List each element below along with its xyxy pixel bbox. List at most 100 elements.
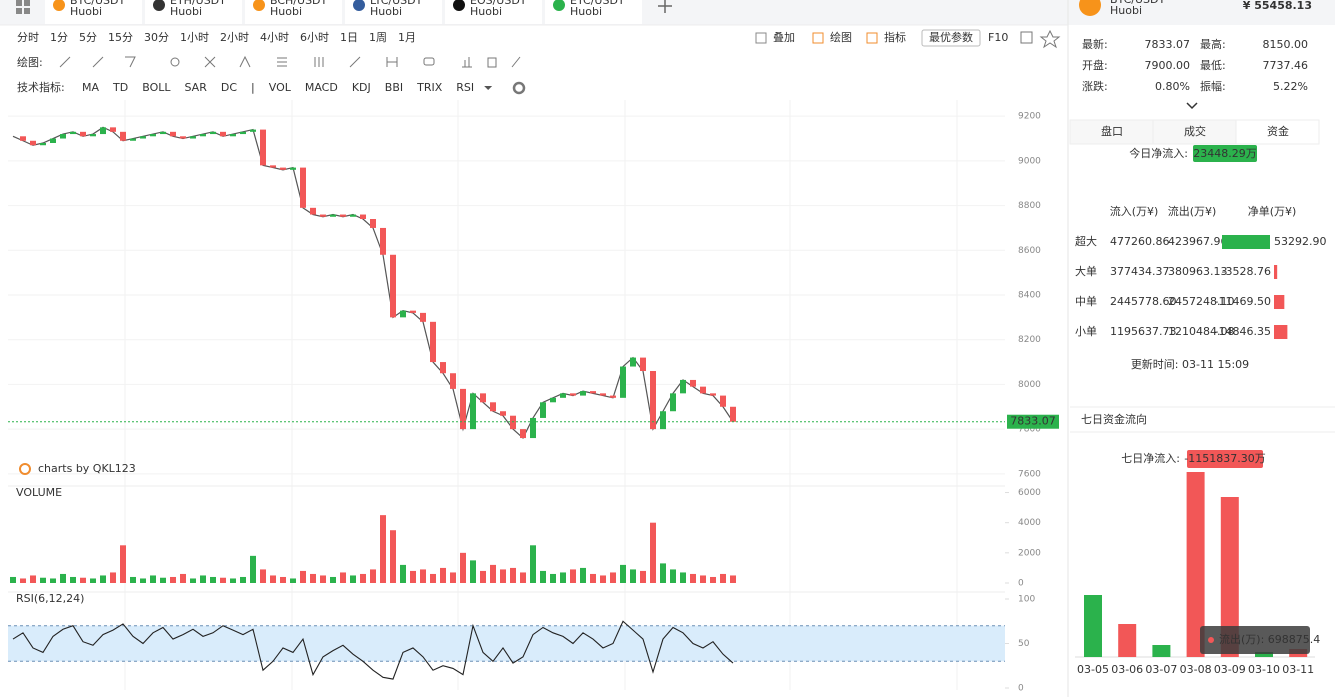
volume-bar: [250, 555, 256, 583]
y-tick-label: 8600: [1018, 246, 1041, 256]
indicator[interactable]: TRIX: [416, 81, 443, 94]
candle: [420, 312, 426, 322]
panel-tab[interactable]: [1152, 119, 1237, 145]
volume-bar: [10, 576, 16, 583]
tool[interactable]: 叠加: [773, 31, 795, 44]
panel-tab[interactable]: [1069, 119, 1154, 145]
volume-bar: [520, 572, 526, 583]
period[interactable]: 1分: [50, 31, 68, 44]
volume-bar: [510, 567, 516, 583]
volume-bar: [310, 573, 316, 583]
indicator[interactable]: MACD: [305, 81, 338, 94]
y-tick-label: 2000: [1018, 548, 1041, 558]
inflow: 2445778.60: [1110, 295, 1176, 308]
coin-icon: [153, 0, 165, 11]
star-icon[interactable]: [1039, 29, 1061, 49]
panel-tab-label[interactable]: 盘口: [1101, 124, 1123, 138]
candle: [720, 395, 726, 407]
volume-bar: [190, 578, 196, 583]
outflow: 380963.13: [1168, 265, 1228, 278]
flow-bar[interactable]: [1152, 645, 1171, 657]
flow-bar[interactable]: [1118, 624, 1137, 657]
indicator[interactable]: VOL: [269, 81, 292, 94]
quote-value: 7900.00: [1145, 59, 1191, 72]
flow-bar[interactable]: [1220, 497, 1239, 657]
menu-icon: [16, 0, 30, 14]
indicator[interactable]: BOLL: [142, 81, 171, 94]
period[interactable]: 30分: [144, 31, 169, 44]
tab-symbol: LTC/USDT: [370, 0, 423, 7]
period[interactable]: 1小时: [180, 31, 209, 44]
fullscreen-icon[interactable]: [1020, 31, 1033, 44]
volume-bar: [70, 576, 76, 583]
candle: [710, 393, 716, 396]
indicator[interactable]: DC: [221, 81, 237, 94]
period[interactable]: 分时: [17, 31, 39, 44]
flow-bar[interactable]: [1186, 472, 1205, 657]
indicator[interactable]: SAR: [185, 81, 208, 94]
candle: [380, 227, 386, 255]
panel-tab-label[interactable]: 资金: [1267, 124, 1289, 138]
volume-bar: [560, 572, 566, 583]
expand-arrow[interactable]: [1186, 102, 1198, 110]
inflow: 477260.86: [1110, 235, 1170, 248]
indicator[interactable]: RSI: [456, 81, 474, 94]
tool[interactable]: 指标: [884, 30, 906, 44]
tool-icon: [755, 32, 767, 44]
coin-icon: [453, 0, 465, 11]
candle: [400, 310, 406, 318]
volume-bar: [80, 577, 86, 583]
row-name: 小单: [1075, 325, 1097, 338]
indicator[interactable]: |: [251, 81, 255, 94]
tool[interactable]: 绘图: [830, 30, 852, 44]
volume-bar: [460, 552, 466, 583]
volume-bar: [730, 575, 736, 583]
candle: [460, 388, 466, 430]
candle: [170, 131, 176, 137]
period[interactable]: 5分: [79, 31, 97, 44]
period[interactable]: 1日: [340, 31, 358, 44]
panel-tab-label[interactable]: 成交: [1184, 124, 1206, 138]
period[interactable]: 4小时: [260, 31, 289, 44]
y-tick-label: 0: [1018, 579, 1024, 589]
indicator[interactable]: KDJ: [352, 81, 371, 94]
flow-bar[interactable]: [1255, 651, 1273, 657]
tab-exchange: Huobi: [170, 5, 202, 18]
draw-tools[interactable]: [59, 55, 526, 95]
last-price-label: 7833.07: [1010, 415, 1056, 428]
net-value: -14846.35: [1215, 325, 1271, 338]
net-value: -11469.50: [1215, 295, 1271, 308]
best-params[interactable]: 最优参数: [929, 30, 973, 44]
tab-symbol: BTC/USDT: [70, 0, 126, 7]
period[interactable]: 1月: [398, 31, 416, 44]
f10[interactable]: F10: [988, 31, 1008, 44]
ticker-price: ¥ 55458.13: [1243, 0, 1312, 12]
indicator[interactable]: TD: [112, 81, 128, 94]
candle: [100, 127, 106, 135]
candle: [370, 219, 376, 228]
net-value: 53292.90: [1274, 235, 1327, 248]
period[interactable]: 6小时: [300, 31, 329, 44]
period[interactable]: 15分: [108, 31, 133, 44]
candle: [560, 393, 566, 398]
candle: [510, 415, 516, 430]
volume-bar: [540, 570, 546, 583]
volume-bar: [400, 564, 406, 583]
volume-bar: [200, 575, 206, 583]
indicator[interactable]: MA: [82, 81, 99, 94]
indicator[interactable]: BBI: [385, 81, 403, 94]
panel-tab[interactable]: [1235, 119, 1320, 145]
outflow: 423967.96: [1168, 235, 1228, 248]
tool-icon: [812, 32, 824, 44]
y-tick-label: 50: [1018, 639, 1030, 649]
period[interactable]: 2小时: [220, 31, 249, 44]
net-bar: [1274, 325, 1288, 339]
flow-bar[interactable]: [1084, 595, 1102, 657]
period[interactable]: 1周: [369, 31, 387, 44]
candle: [50, 138, 56, 143]
candle: [210, 131, 216, 135]
add-tab[interactable]: [658, 0, 672, 13]
dropdown[interactable]: [484, 86, 493, 90]
best-params-button[interactable]: [921, 29, 981, 47]
volume-bar: [700, 575, 706, 583]
